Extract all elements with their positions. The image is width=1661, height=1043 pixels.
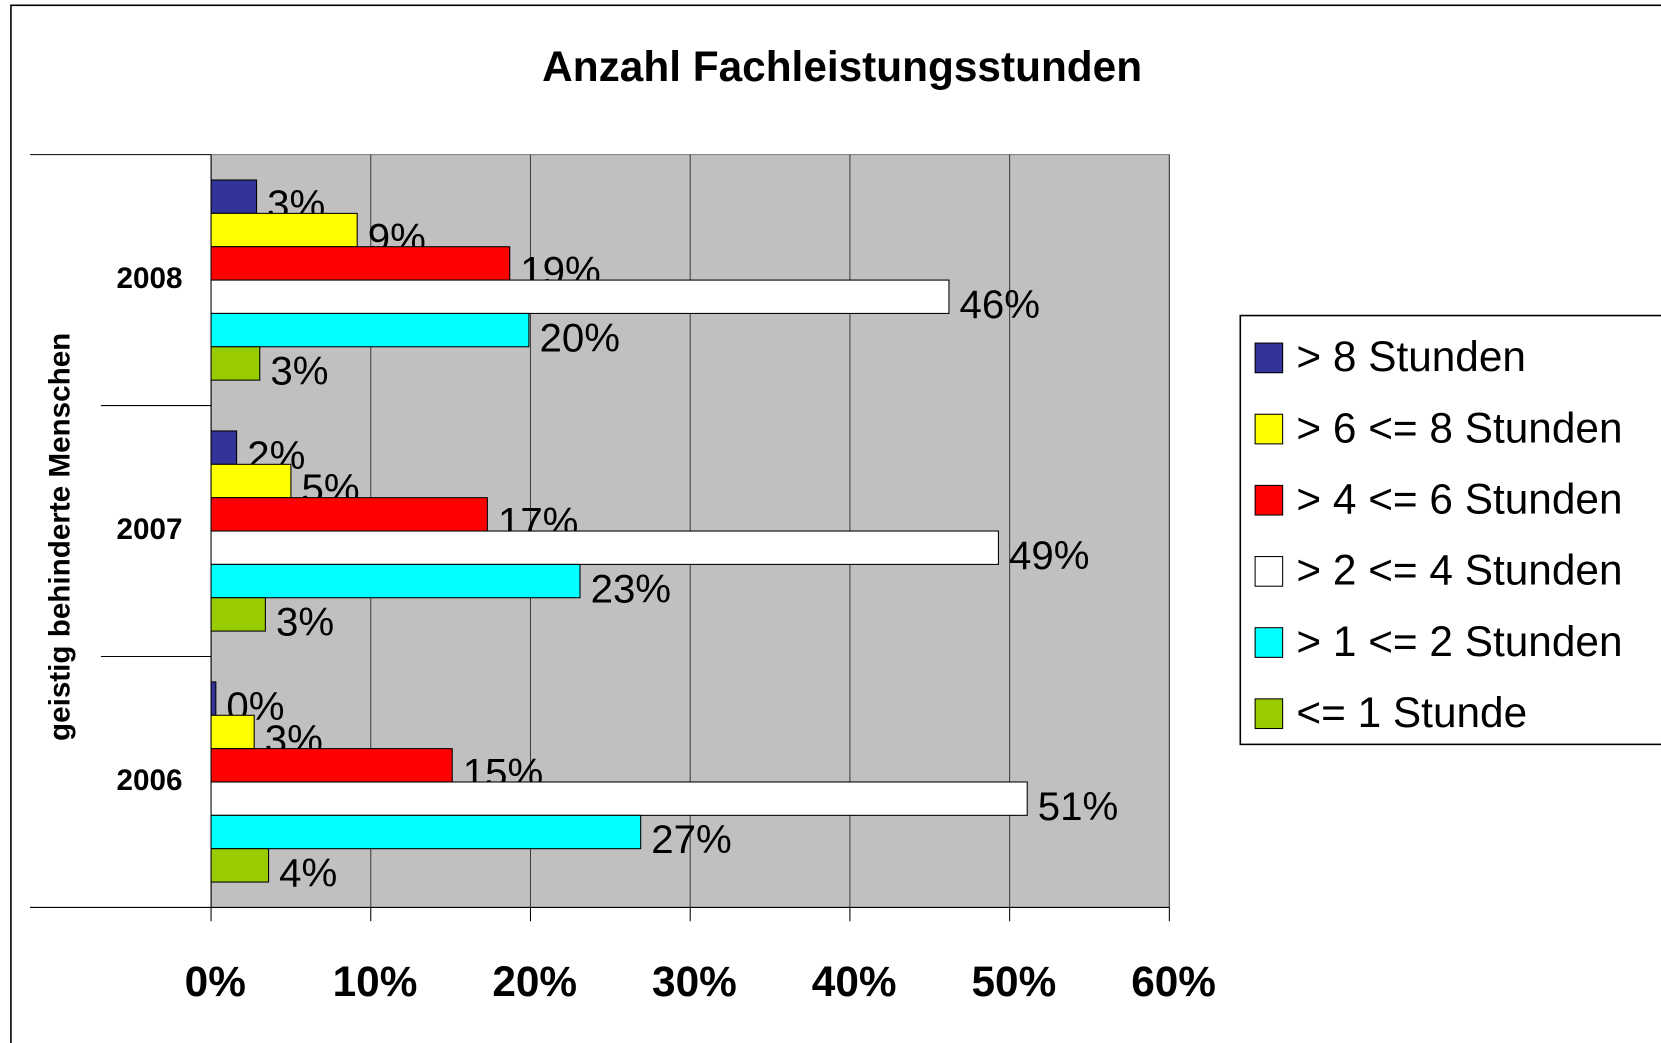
bar (210, 346, 261, 381)
x-tick-label: 60% (1131, 958, 1216, 1005)
data-label: 23% (591, 566, 672, 611)
bar (210, 814, 642, 850)
legend-box (1239, 314, 1661, 746)
legend-swatch (1254, 627, 1284, 658)
bar (210, 530, 999, 565)
legend-label: > 1 <= 2 Stunden (1296, 618, 1622, 665)
legend-label: <= 1 Stunde (1296, 689, 1527, 736)
legend-swatch (1254, 698, 1284, 730)
bar (210, 179, 258, 214)
bar (210, 848, 270, 883)
chart-title: Anzahl Fachleistungsstunden (542, 43, 1142, 90)
bar (210, 246, 511, 281)
legend-swatch (1254, 413, 1284, 445)
bar (210, 279, 950, 314)
bar (210, 430, 238, 465)
bar (210, 597, 266, 632)
bar (210, 212, 358, 248)
bar (210, 312, 530, 348)
category-label: 2008 (117, 262, 183, 295)
legend-swatch (1254, 556, 1284, 587)
y-axis-label: geistig behinderte Menschen (44, 333, 77, 741)
data-label: 3% (270, 349, 328, 394)
x-tick-label: 10% (333, 958, 418, 1005)
bar (210, 714, 255, 750)
x-tick-label: 20% (492, 958, 577, 1005)
bar (210, 497, 488, 532)
bar (210, 681, 217, 716)
x-tick-label: 30% (652, 958, 737, 1005)
legend-swatch (1254, 484, 1284, 516)
x-tick-label: 0% (185, 958, 246, 1005)
legend-label: > 8 Stunden (1296, 333, 1526, 380)
bar (210, 781, 1028, 816)
x-tick-label: 40% (812, 958, 897, 1005)
data-label: 51% (1038, 784, 1119, 829)
data-label: 4% (279, 851, 337, 896)
bar (210, 563, 581, 599)
bar (210, 748, 453, 783)
legend-swatch (1254, 342, 1284, 374)
bar (210, 463, 292, 499)
legend-label: > 4 <= 6 Stunden (1296, 476, 1622, 523)
data-label: 3% (276, 600, 334, 645)
data-label: 27% (651, 817, 732, 862)
category-label: 2006 (117, 764, 183, 797)
x-tick-label: 50% (971, 958, 1056, 1005)
data-label: 49% (1009, 533, 1089, 578)
data-label: 46% (960, 282, 1041, 327)
data-label: 20% (539, 315, 620, 360)
category-label: 2007 (117, 513, 183, 546)
legend-label: > 2 <= 4 Stunden (1296, 547, 1622, 594)
legend-label: > 6 <= 8 Stunden (1296, 404, 1622, 451)
